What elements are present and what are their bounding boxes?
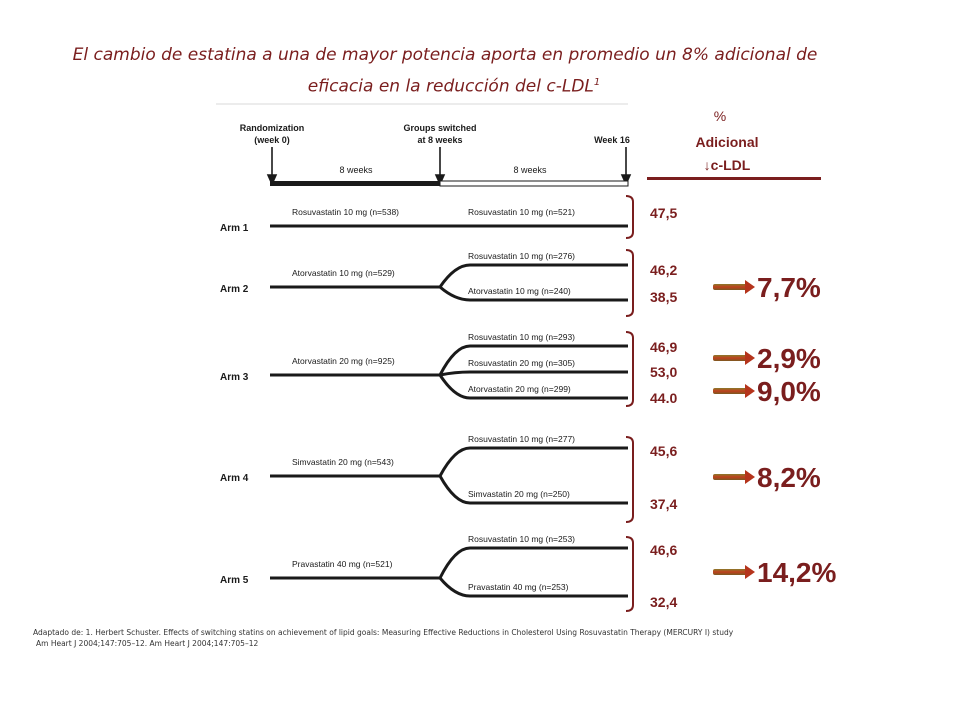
- arm-5-branch-2-drug: Pravastatin 40 mg (n=253): [468, 582, 569, 592]
- arm-4-value-2: 37,4: [650, 496, 677, 512]
- arm-5-initial-drug: Pravastatin 40 mg (n=521): [292, 559, 393, 569]
- arm-4-highlight-1-arrow-head: [745, 470, 755, 484]
- arm-2-highlight-1: 7,7%: [757, 272, 821, 303]
- arm-3-highlight-2-arrow-shaft: [713, 388, 747, 394]
- arm-1-label: Arm 1: [220, 223, 249, 234]
- arm-3-value-2: 53,0: [650, 364, 677, 380]
- arm-3-branch-2-drug: Rosuvastatin 20 mg (n=305): [468, 358, 575, 368]
- footnote-line-2: Am Heart J 2004;147:705–12. Am Heart J 2…: [36, 639, 259, 648]
- arm-4-branch-1-drug: Rosuvastatin 10 mg (n=277): [468, 434, 575, 444]
- title-line-2: eficacia en la reducción del c-LDL1: [0, 69, 890, 101]
- week16-arrow-head: [620, 174, 632, 186]
- arm-2-highlight-1-arrow-head: [745, 280, 755, 294]
- arm-5-value-2: 32,4: [650, 594, 677, 610]
- week0-arrow-head: [266, 174, 278, 186]
- arm-3-highlight-1-arrow-shaft: [713, 355, 747, 361]
- arm-2-branch-1-drug: Rosuvastatin 10 mg (n=276): [468, 251, 575, 261]
- arm-5-label: Arm 5: [220, 575, 249, 586]
- week16-label: Week 16: [594, 135, 630, 145]
- arm-2-initial-drug: Atorvastatin 10 mg (n=529): [292, 268, 395, 278]
- timeline-bar-phase1: [270, 181, 440, 186]
- arm-5-bracket: [625, 536, 634, 612]
- at8weeks-label: at 8 weeks: [417, 135, 462, 145]
- arm-1-bracket: [625, 195, 634, 239]
- randomization-label: Randomization: [240, 123, 305, 133]
- arm-4-value-1: 45,6: [650, 443, 677, 459]
- col-header-adicional: Adicional: [695, 134, 758, 150]
- arm-5-highlight-1: 14,2%: [757, 557, 836, 588]
- arm-2-value-2: 38,5: [650, 289, 677, 305]
- col-header-percent: %: [714, 108, 726, 124]
- week0-label: (week 0): [254, 135, 290, 145]
- title-line-2-text: eficacia en la reducción del c-LDL: [307, 76, 594, 97]
- arm-3-highlight-1-arrow-head: [745, 351, 755, 365]
- arm-1-branch-1-drug: Rosuvastatin 10 mg (n=521): [468, 207, 575, 217]
- col-header-underline: [647, 177, 821, 180]
- arm-5-value-1: 46,6: [650, 542, 677, 558]
- arm-3-highlight-2-arrow-head: [745, 384, 755, 398]
- arm-2-bracket: [625, 249, 634, 317]
- arms-layer: Arm 1 Rosuvastatin 10 mg (n=538) Rosuvasta…: [220, 195, 836, 612]
- footnote: Adaptado de: 1. Herbert Schuster. Effect…: [33, 627, 733, 649]
- col-header-cldl: ↓c-LDL: [704, 157, 751, 173]
- arm-5-highlight-1-arrow-head: [745, 565, 755, 579]
- timeline-bar-phase2: [439, 180, 629, 187]
- arm-2-branch-1-line: [438, 263, 628, 288]
- title-superscript: 1: [593, 77, 601, 88]
- arm-3-highlight-1: 2,9%: [757, 343, 821, 374]
- arm-2-branch-2-line: [439, 285, 628, 302]
- arm-5-branch-2-line: [438, 577, 628, 598]
- period2-label: 8 weeks: [513, 165, 547, 175]
- week8-arrow-head: [434, 174, 446, 186]
- groups-switched-label: Groups switched: [403, 123, 476, 133]
- arm-4-initial-drug: Simvastatin 20 mg (n=543): [292, 457, 394, 467]
- arm-3-label: Arm 3: [220, 372, 249, 383]
- arm-2-label: Arm 2: [220, 284, 249, 295]
- arm-4-branch-2-drug: Simvastatin 20 mg (n=250): [468, 489, 570, 499]
- arm-4-branch-2-line: [438, 475, 628, 505]
- arm-4-branch-1-line: [438, 446, 628, 477]
- arm-4-highlight-1: 8,2%: [757, 462, 821, 493]
- arm-3-initial-drug: Atorvastatin 20 mg (n=925): [292, 356, 395, 366]
- arm-3-highlight-2: 9,0%: [757, 376, 821, 407]
- footnote-line-1: Adaptado de: 1. Herbert Schuster. Effect…: [33, 628, 734, 637]
- arm-2-highlight-1-arrow-shaft: [713, 284, 747, 290]
- arm-3-bracket: [625, 331, 634, 407]
- arm-3-branch-2-line: [439, 370, 628, 377]
- arm-3-branch-1-line: [438, 344, 628, 376]
- arm-4-bracket: [625, 436, 634, 523]
- page-title: El cambio de estatina a una de mayor pot…: [0, 41, 890, 101]
- arm-3-value-3: 44.0: [650, 390, 677, 406]
- arm-5-branch-1-line: [438, 546, 628, 579]
- title-line-1: El cambio de estatina a una de mayor pot…: [72, 45, 818, 65]
- arm-4-highlight-1-arrow-shaft: [713, 474, 747, 480]
- arm-3-branch-3-drug: Atorvastatin 20 mg (n=299): [468, 384, 571, 394]
- arm-5-branch-1-drug: Rosuvastatin 10 mg (n=253): [468, 534, 575, 544]
- arm-3-value-1: 46,9: [650, 339, 677, 355]
- period1-label: 8 weeks: [339, 165, 373, 175]
- arm-1-value-1: 47,5: [650, 205, 677, 221]
- arm-3-branch-3-line: [438, 374, 628, 400]
- arm-1-initial-drug: Rosuvastatin 10 mg (n=538): [292, 207, 399, 217]
- arm-3-branch-1-drug: Rosuvastatin 10 mg (n=293): [468, 332, 575, 342]
- arm-2-value-1: 46,2: [650, 262, 677, 278]
- arm-2-branch-2-drug: Atorvastatin 10 mg (n=240): [468, 286, 571, 296]
- arm-5-highlight-1-arrow-shaft: [713, 569, 747, 575]
- arm-4-label: Arm 4: [220, 473, 249, 484]
